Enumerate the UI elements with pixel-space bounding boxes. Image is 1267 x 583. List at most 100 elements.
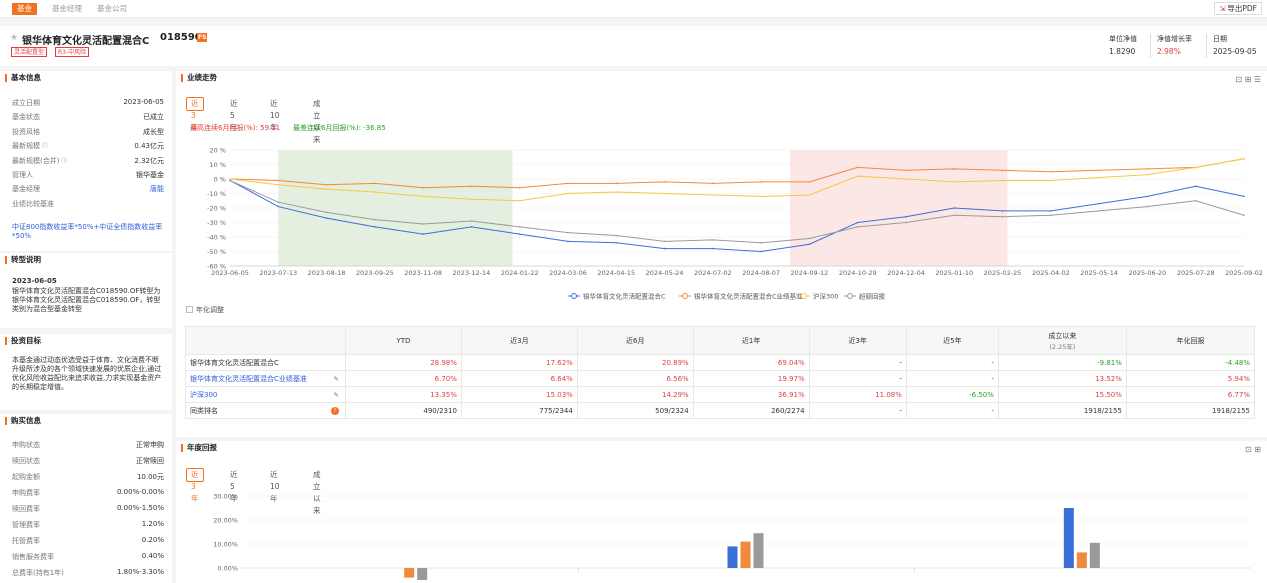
menu-icon[interactable]: ☰ bbox=[1253, 75, 1261, 84]
info-row: 基金经理 唐能 bbox=[12, 184, 164, 194]
series-point bbox=[615, 242, 618, 244]
series-point bbox=[1098, 210, 1100, 212]
x-tick-label: 2025-07-28 bbox=[1177, 269, 1215, 277]
legend-item[interactable]: 银华体育文化灵活配置混合C bbox=[568, 292, 666, 301]
y-tick-label: -50 % bbox=[207, 248, 226, 256]
max-down-text: 最差连续6月回报(%): -36.85 bbox=[293, 124, 386, 132]
annualize-toggle[interactable]: 年化调整 bbox=[186, 305, 224, 315]
table-cell: 6.77% bbox=[1125, 386, 1256, 403]
legend-label: 超额回报 bbox=[859, 292, 886, 301]
range-tab-5y[interactable]: 近5年 bbox=[230, 99, 238, 132]
range-tab-3y[interactable]: 近3年 bbox=[186, 468, 204, 503]
image-icon[interactable]: ⊡ bbox=[1235, 75, 1243, 84]
purchase-key: 申购费率 bbox=[12, 489, 40, 497]
legend-item[interactable]: 银华体育文化灵活配置混合C业绩基准 bbox=[679, 292, 803, 301]
export-pdf-button[interactable]: ⇲ 导出PDF bbox=[1214, 2, 1262, 15]
purchase-row: 申购状态 正常申购 bbox=[12, 440, 164, 450]
fund-code: 018590 bbox=[160, 32, 202, 43]
benchmark-text[interactable]: 中证800指数收益率*50%+中证全债指数收益率*50% bbox=[12, 223, 163, 240]
bar bbox=[1063, 508, 1074, 568]
tab-fund-company[interactable]: 基金公司 bbox=[97, 4, 127, 13]
table-row: 同类排名! 490/2310 775/2344 509/2324 260/2274- -1… bbox=[185, 402, 1256, 419]
legend-item[interactable]: 超额回报 bbox=[844, 292, 886, 301]
info-value[interactable]: 唐能 bbox=[150, 185, 164, 194]
row-name[interactable]: 沪深300 ✎ bbox=[185, 386, 346, 403]
annualize-label: 年化调整 bbox=[196, 306, 224, 314]
tab-fund[interactable]: 基金 bbox=[12, 3, 37, 15]
table-cell: 260/2274 bbox=[692, 402, 810, 419]
table-cell: 1918/2155 bbox=[1125, 402, 1256, 419]
purchase-value: 0.40% bbox=[141, 552, 164, 560]
range-tab-3y[interactable]: 近3年 bbox=[186, 97, 204, 132]
series-point bbox=[470, 198, 473, 201]
series-point bbox=[905, 169, 907, 172]
purchase-value: 1.20% bbox=[141, 520, 164, 528]
row-name-label: 沪深300 bbox=[190, 390, 218, 399]
series-point bbox=[856, 226, 859, 228]
pdf-icon: ⇲ bbox=[1219, 4, 1226, 13]
tab-fund-manager[interactable]: 基金经理 bbox=[52, 4, 82, 13]
metric-value: 2.98% bbox=[1157, 47, 1181, 56]
info-icon[interactable]: ⓘ bbox=[59, 157, 68, 165]
info-value: 成长型 bbox=[143, 127, 164, 136]
series-point bbox=[1146, 205, 1149, 208]
range-tab-10y[interactable]: 近10年 bbox=[270, 99, 280, 132]
section-title: 业绩走势 bbox=[181, 74, 217, 82]
checkbox-icon[interactable] bbox=[186, 306, 193, 313]
info-value: 银华基金 bbox=[136, 171, 164, 179]
info-key: 管理人 bbox=[12, 171, 33, 179]
series-point bbox=[277, 184, 280, 186]
bar bbox=[1089, 542, 1100, 568]
series-point bbox=[518, 186, 521, 189]
series-line-3 bbox=[229, 179, 1245, 244]
objective-text: 本基金通过动态优选受益于体育、文化消费不断升级所涉及的各个领域快速发展的优质企业… bbox=[12, 356, 162, 391]
series-point bbox=[422, 233, 424, 235]
performance-line-chart: 20 % 10 % 0 % -10 % -20 % -30 % -40 % -50 % -60 … bbox=[207, 147, 1263, 301]
series-point bbox=[1001, 169, 1004, 172]
y-tick-label: -60 % bbox=[207, 263, 226, 271]
range-tab-since-inception[interactable]: 成立以来 bbox=[313, 99, 321, 144]
row-name[interactable]: 银华体育文化灵活配置混合C业绩基准 ✎ bbox=[185, 370, 346, 387]
transfer-panel: 转型说明 2023-06-05 银华体育文化灵活配置混合C018590.OF转型… bbox=[0, 253, 172, 328]
table-header: 近3年 bbox=[808, 326, 907, 355]
header-label: 年化回报 bbox=[1176, 336, 1205, 345]
row-name: 同类排名! bbox=[185, 402, 346, 419]
x-tick-label: 2023-09-25 bbox=[356, 269, 394, 277]
info-icon[interactable]: ⓘ bbox=[40, 143, 48, 151]
metric-value: 2025-09-05 bbox=[1213, 47, 1257, 56]
purchase-key: 申购状态 bbox=[12, 441, 40, 449]
favorite-star-icon[interactable]: ★ bbox=[10, 33, 19, 43]
series-point bbox=[1098, 169, 1100, 172]
x-tick-label: 2024-12-04 bbox=[887, 269, 925, 277]
x-tick-label: 2024-03-06 bbox=[549, 269, 587, 277]
range-tab-since-inception[interactable]: 成立以来 bbox=[313, 470, 321, 515]
legend-item[interactable]: 沪深300 bbox=[798, 292, 838, 301]
range-tab-10y[interactable]: 近10年 bbox=[270, 470, 280, 503]
series-point bbox=[1243, 195, 1245, 198]
series-point bbox=[760, 242, 762, 244]
series-point bbox=[905, 221, 907, 224]
legend-marker bbox=[847, 293, 853, 299]
edit-icon[interactable]: ✎ bbox=[333, 391, 339, 399]
info-icon[interactable]: ! bbox=[331, 407, 339, 415]
y-tick-label: -10 % bbox=[207, 190, 226, 198]
transfer-date: 2023-06-05 bbox=[12, 277, 57, 285]
x-tick-label: 2023-06-05 bbox=[211, 269, 249, 277]
header-label: 近6月 bbox=[626, 336, 645, 345]
image-icon[interactable]: ⊡ bbox=[1245, 445, 1252, 454]
series-point bbox=[1146, 195, 1149, 198]
download-icon[interactable]: ⊞ bbox=[1254, 445, 1261, 454]
legend-marker bbox=[682, 293, 688, 299]
y-tick-label: -20 % bbox=[207, 205, 226, 213]
table-cell: - bbox=[905, 402, 999, 419]
series-point bbox=[325, 188, 328, 190]
series-point bbox=[615, 234, 618, 237]
divider bbox=[1150, 34, 1151, 58]
section-title: 基本信息 bbox=[5, 74, 41, 82]
header-sublabel: (2.25年) bbox=[1049, 342, 1076, 351]
x-tick-label: 2024-01-22 bbox=[501, 269, 539, 277]
range-tab-5y[interactable]: 近5年 bbox=[230, 470, 238, 503]
purchase-key: 赎回状态 bbox=[12, 457, 40, 465]
download-icon[interactable]: ⊞ bbox=[1244, 75, 1252, 84]
edit-icon[interactable]: ✎ bbox=[333, 375, 339, 383]
